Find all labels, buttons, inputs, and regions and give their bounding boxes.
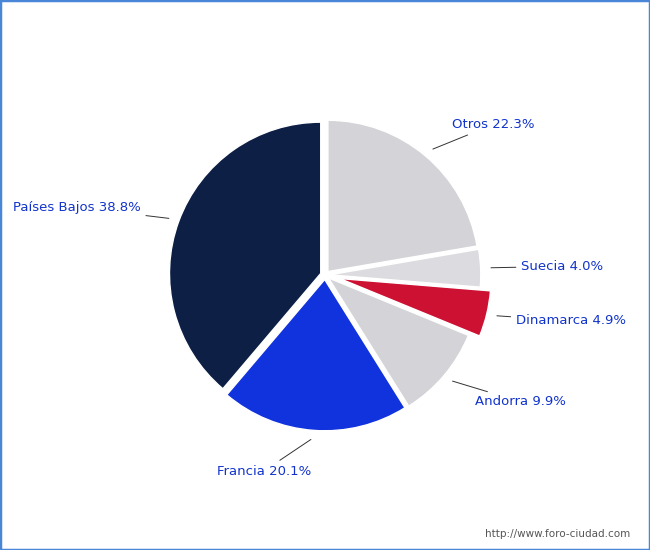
Wedge shape [330,249,481,287]
Wedge shape [340,278,491,336]
Wedge shape [328,120,477,272]
Text: Conca de Dalt - Turistas extranjeros según país - Abril de 2024: Conca de Dalt - Turistas extranjeros seg… [96,12,554,28]
Text: Francia 20.1%: Francia 20.1% [216,439,311,477]
Wedge shape [328,278,469,406]
Text: http://www.foro-ciudad.com: http://www.foro-ciudad.com [486,529,630,539]
Text: Suecia 4.0%: Suecia 4.0% [491,260,604,273]
Text: Andorra 9.9%: Andorra 9.9% [452,381,566,408]
Text: Otros 22.3%: Otros 22.3% [433,118,534,149]
Text: Dinamarca 4.9%: Dinamarca 4.9% [497,315,626,327]
Text: Países Bajos 38.8%: Países Bajos 38.8% [12,201,169,218]
Wedge shape [170,122,320,389]
Wedge shape [227,279,405,431]
